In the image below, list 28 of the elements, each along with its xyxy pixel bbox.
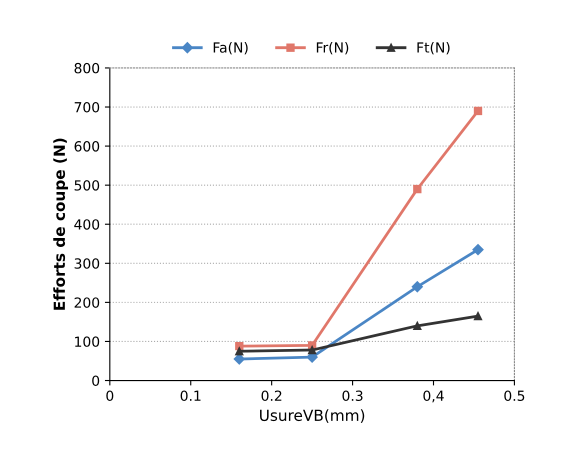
legend-label: Fa(N)	[214, 42, 248, 54]
point	[413, 184, 422, 194]
y-tick-label: 600	[74, 141, 100, 152]
point	[472, 244, 484, 256]
x-tick-label: 0.2	[262, 390, 282, 401]
y-tick-label: 0	[92, 375, 100, 386]
y-tick-label: 700	[74, 102, 100, 112]
x-axis-title: UsureVB(mm)	[260, 409, 364, 423]
y-axis-title: Efforts de coupe (N)	[53, 138, 68, 310]
x-tick-label: 0,4	[423, 390, 444, 402]
x-tick-label: 0.3	[342, 390, 363, 401]
y-tick-label: 300	[74, 258, 100, 269]
point	[474, 106, 482, 116]
y-tick-label: 100	[75, 336, 100, 347]
legend-label: Fr(N)	[316, 42, 348, 54]
x-tick-label: 0	[106, 390, 114, 401]
x-tick-label: 0.1	[180, 390, 200, 401]
point	[412, 281, 423, 292]
point	[413, 322, 422, 330]
y-tick-label: 800	[74, 62, 100, 74]
y-tick-label: 200	[74, 297, 100, 308]
y-tick-label: 500	[74, 180, 100, 191]
point	[235, 347, 244, 356]
x-tick-label: 0.5	[504, 390, 524, 401]
point	[308, 346, 316, 354]
y-tick-label: 400	[74, 219, 100, 230]
legend-label: Ft(N)	[417, 42, 450, 54]
point	[474, 312, 482, 320]
